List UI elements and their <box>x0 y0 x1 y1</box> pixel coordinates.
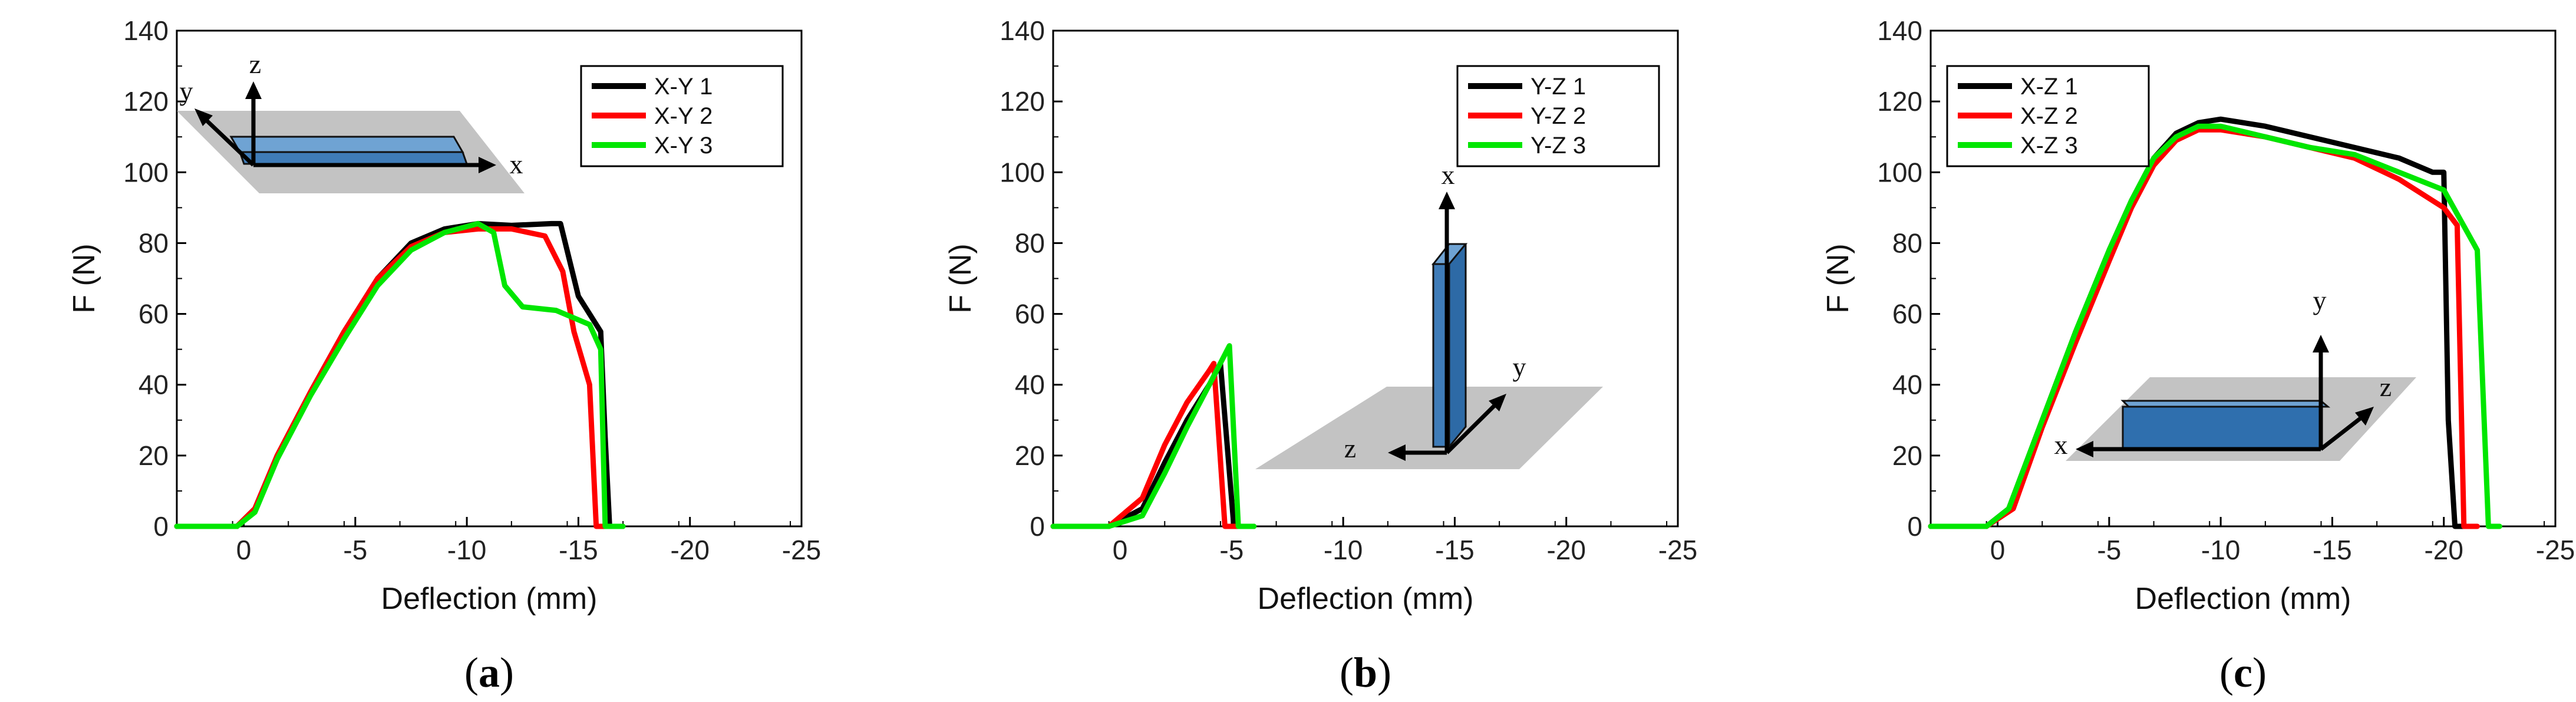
inset-x-label: x <box>1442 160 1455 190</box>
x-tick-label: -5 <box>343 535 367 565</box>
caption-letter: a <box>479 649 500 696</box>
x-tick-label: -15 <box>559 535 598 565</box>
inset-diagram-yz: x y z <box>1255 160 1603 469</box>
y-axis-title: F (N) <box>1821 243 1855 313</box>
legend-label: Y-Z 2 <box>1531 103 1586 129</box>
inset-diagram-xz: y z x <box>2054 285 2416 461</box>
y-tick-label: 80 <box>1892 228 1922 258</box>
y-tick-label: 80 <box>138 228 169 258</box>
panel-a: 0 -5 -10 -15 -20 -25 0 20 40 60 80 100 120 140 Deflect… <box>67 15 821 696</box>
legend-label: X-Z 2 <box>2020 103 2078 129</box>
x-tick-label: -10 <box>2201 535 2240 565</box>
inset-diagram-xy: z y x <box>177 49 525 193</box>
legend: X-Z 1 X-Z 2 X-Z 3 <box>1946 65 2150 167</box>
x-tick-label: -15 <box>1435 535 1474 565</box>
y-tick-label: 40 <box>1892 370 1922 400</box>
y-tick-label: 100 <box>1877 157 1922 187</box>
y-tick-label: 60 <box>138 299 169 329</box>
x-axis-title: Deflection (mm) <box>381 582 598 616</box>
caption-open-paren: ( <box>1340 649 1354 696</box>
series-line-3 <box>1928 123 2502 529</box>
inset-z-label: z <box>249 49 261 79</box>
legend-label: X-Z 3 <box>2020 133 2078 159</box>
panel-c: 0 -5 -10 -15 -20 -25 0 20 40 60 80 100 120 140 Deflect… <box>1821 15 2575 696</box>
x-tick-label: -25 <box>1658 535 1697 565</box>
panel-caption: (b) <box>1340 649 1391 696</box>
caption-close-paren: ) <box>500 649 514 696</box>
series-line-3 <box>174 220 626 529</box>
series-line-2 <box>174 226 612 529</box>
x-tick-label: -20 <box>670 535 709 565</box>
x-tick-label: 0 <box>1113 535 1128 565</box>
y-tick-label: 100 <box>123 157 169 187</box>
legend-label: Y-Z 3 <box>1531 133 1586 159</box>
y-tick-label: 0 <box>1030 511 1045 542</box>
inset-z-label: z <box>2380 372 2392 402</box>
legend-label: X-Y 2 <box>654 103 713 129</box>
series-line-3 <box>1050 343 1257 529</box>
series-line-2 <box>1050 361 1246 529</box>
x-tick-label: -5 <box>1219 535 1244 565</box>
series-line-1 <box>1928 116 2469 529</box>
caption-close-paren: ) <box>1377 649 1391 696</box>
y-tick-label: 140 <box>1877 15 1922 46</box>
caption-open-paren: ( <box>2219 649 2234 696</box>
x-axis-title: Deflection (mm) <box>2135 582 2351 616</box>
y-axis-title: F (N) <box>67 243 101 313</box>
y-tick-label: 0 <box>1907 511 1922 542</box>
y-tick-label: 140 <box>1000 15 1045 46</box>
inset-x-label: x <box>2054 430 2068 460</box>
inset-y-label: y <box>2313 285 2327 315</box>
y-tick-label: 40 <box>1015 370 1045 400</box>
legend-label: Y-Z 1 <box>1531 74 1586 100</box>
legend: Y-Z 1 Y-Z 2 Y-Z 3 <box>1456 65 1660 167</box>
x-tick-label: -20 <box>1546 535 1585 565</box>
panel-b: 0 -5 -10 -15 -20 -25 0 20 40 60 80 100 120 140 Deflect… <box>944 15 1697 696</box>
legend-label: X-Y 3 <box>654 133 713 159</box>
legend-label: X-Y 1 <box>654 74 713 100</box>
y-tick-label: 120 <box>1877 86 1922 117</box>
panel-caption: (a) <box>464 649 514 696</box>
x-tick-label: -25 <box>782 535 821 565</box>
inset-z-label: z <box>1344 433 1356 463</box>
y-tick-label: 20 <box>1015 440 1045 471</box>
caption-letter: b <box>1354 649 1377 696</box>
y-tick-label: 0 <box>153 511 169 542</box>
y-tick-label: 20 <box>1892 440 1922 471</box>
series-line-1 <box>174 220 626 529</box>
y-tick-label: 80 <box>1015 228 1045 258</box>
y-axis-title: F (N) <box>944 243 978 313</box>
x-tick-label: 0 <box>236 535 252 565</box>
panel-caption: (c) <box>2219 649 2267 696</box>
x-tick-label: -25 <box>2536 535 2575 565</box>
x-tick-label: -10 <box>1324 535 1363 565</box>
x-tick-label: -15 <box>2313 535 2351 565</box>
y-tick-label: 120 <box>123 86 169 117</box>
caption-close-paren: ) <box>2252 649 2267 696</box>
x-tick-label: -20 <box>2424 535 2463 565</box>
x-axis-title: Deflection (mm) <box>1258 582 1474 616</box>
inset-y-label: y <box>180 76 193 106</box>
y-tick-label: 140 <box>123 15 169 46</box>
y-tick-label: 20 <box>138 440 169 471</box>
y-tick-label: 60 <box>1892 299 1922 329</box>
inset-y-label: y <box>1513 352 1526 382</box>
y-tick-label: 60 <box>1015 299 1045 329</box>
y-tick-label: 100 <box>1000 157 1045 187</box>
y-tick-label: 40 <box>138 370 169 400</box>
x-tick-label: -5 <box>2097 535 2121 565</box>
inset-x-label: x <box>510 149 523 179</box>
caption-letter: c <box>2234 649 2252 696</box>
legend-label: X-Z 1 <box>2020 74 2078 100</box>
legend: X-Y 1 X-Y 2 X-Y 3 <box>580 65 784 167</box>
x-tick-label: 0 <box>1990 535 2006 565</box>
y-tick-label: 120 <box>1000 86 1045 117</box>
caption-open-paren: ( <box>464 649 479 696</box>
x-tick-label: -10 <box>447 535 486 565</box>
series-line-2 <box>1928 127 2480 529</box>
